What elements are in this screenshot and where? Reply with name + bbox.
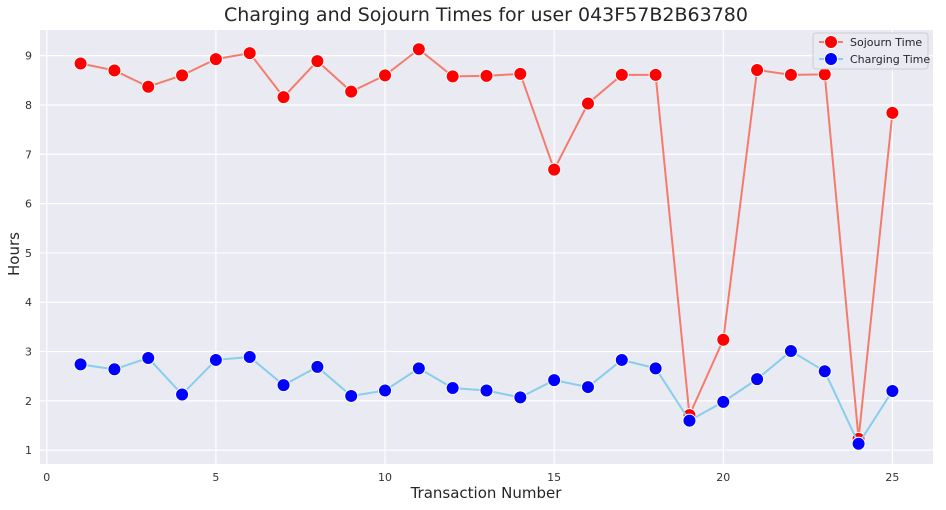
data-point [682, 413, 697, 428]
data-point [411, 42, 426, 57]
legend-label: Sojourn Time [850, 36, 922, 49]
series-layer [73, 42, 900, 451]
data-point [580, 380, 595, 395]
x-tick-label: 25 [885, 471, 899, 484]
grid-lines [40, 30, 933, 464]
y-tick-label: 2 [25, 395, 32, 408]
legend-item: Charging Time [819, 52, 930, 66]
tick-labels: 0 5 10 15 20 25 1 2 3 4 5 6 7 8 9 [25, 50, 899, 484]
data-point [817, 67, 832, 82]
data-point [310, 359, 325, 374]
data-point [344, 84, 359, 99]
legend-item: Sojourn Time [819, 35, 922, 49]
data-point [141, 79, 156, 94]
legend-marker [824, 35, 838, 49]
data-point [276, 90, 291, 105]
data-point [208, 352, 223, 367]
x-tick-label: 10 [378, 471, 392, 484]
data-point [783, 67, 798, 82]
x-tick-label: 20 [716, 471, 730, 484]
legend: Sojourn Time Charging Time [812, 32, 930, 70]
data-point [716, 332, 731, 347]
y-tick-label: 9 [25, 50, 32, 63]
data-point [378, 383, 393, 398]
data-point [648, 67, 663, 82]
legend-marker [824, 52, 838, 66]
data-point [445, 69, 460, 84]
data-point [479, 383, 494, 398]
data-point [73, 56, 88, 71]
data-point [716, 394, 731, 409]
y-axis-label: Hours [5, 232, 23, 276]
data-point [513, 66, 528, 81]
data-point [783, 344, 798, 359]
data-point [547, 162, 562, 177]
data-point [817, 364, 832, 379]
x-tick-label: 15 [547, 471, 561, 484]
data-point [750, 62, 765, 77]
y-tick-label: 3 [25, 346, 32, 359]
y-tick-label: 5 [25, 247, 32, 260]
data-point [175, 387, 190, 402]
data-point [750, 372, 765, 387]
data-point [208, 52, 223, 67]
data-point [885, 105, 900, 120]
data-point [378, 68, 393, 83]
y-tick-label: 4 [25, 296, 32, 309]
x-axis-label: Transaction Number [410, 484, 563, 502]
series-charging-time [73, 344, 900, 451]
x-tick-label: 0 [43, 471, 50, 484]
legend-label: Charging Time [850, 53, 930, 66]
data-point [479, 68, 494, 83]
data-point [344, 388, 359, 403]
data-point [851, 436, 866, 451]
y-tick-label: 6 [25, 198, 32, 211]
data-point [614, 67, 629, 82]
data-point [547, 373, 562, 388]
y-tick-label: 8 [25, 99, 32, 112]
data-point [310, 54, 325, 69]
data-point [73, 357, 88, 372]
data-point [107, 362, 122, 377]
data-point [513, 390, 528, 405]
data-point [242, 46, 257, 61]
data-point [141, 350, 156, 365]
data-point [885, 384, 900, 399]
data-point [648, 361, 663, 376]
data-point [107, 63, 122, 78]
y-tick-label: 1 [25, 444, 32, 457]
data-point [175, 68, 190, 83]
data-point [580, 96, 595, 111]
chart-title: Charging and Sojourn Times for user 043F… [224, 4, 748, 26]
data-point [242, 349, 257, 364]
plot-area [40, 30, 933, 464]
x-tick-label: 5 [212, 471, 219, 484]
data-point [614, 352, 629, 367]
data-point [276, 378, 291, 393]
data-point [445, 381, 460, 396]
y-tick-label: 7 [25, 148, 32, 161]
data-point [411, 361, 426, 376]
